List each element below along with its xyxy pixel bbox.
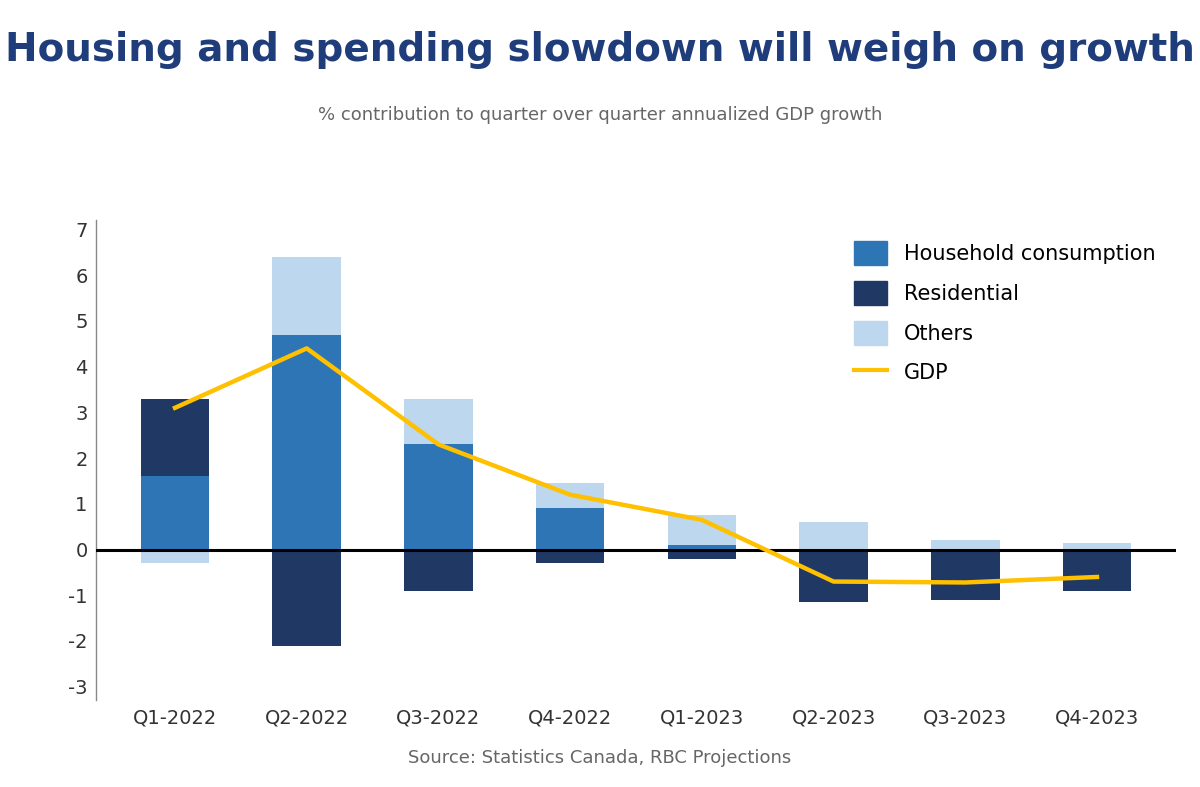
Legend: Household consumption, Residential, Others, GDP: Household consumption, Residential, Othe… xyxy=(844,231,1165,395)
Bar xyxy=(536,549,605,563)
Bar xyxy=(272,334,341,549)
Text: Housing and spending slowdown will weigh on growth: Housing and spending slowdown will weigh… xyxy=(5,31,1195,69)
Bar xyxy=(667,545,736,549)
Bar xyxy=(931,549,1000,600)
Text: % contribution to quarter over quarter annualized GDP growth: % contribution to quarter over quarter a… xyxy=(318,106,882,124)
Text: Source: Statistics Canada, RBC Projections: Source: Statistics Canada, RBC Projectio… xyxy=(408,748,792,767)
Bar xyxy=(404,445,473,549)
Bar xyxy=(1063,549,1132,591)
Bar xyxy=(140,476,209,549)
Bar xyxy=(1063,543,1132,549)
Bar xyxy=(536,508,605,549)
Bar xyxy=(272,549,341,645)
Bar xyxy=(799,522,868,549)
Bar xyxy=(404,399,473,445)
Bar xyxy=(140,399,209,476)
Bar xyxy=(272,257,341,334)
Bar xyxy=(667,549,736,559)
Bar xyxy=(799,549,868,602)
Bar xyxy=(140,549,209,563)
Bar xyxy=(536,483,605,508)
Bar xyxy=(667,515,736,545)
Bar xyxy=(931,541,1000,549)
Bar xyxy=(404,549,473,591)
